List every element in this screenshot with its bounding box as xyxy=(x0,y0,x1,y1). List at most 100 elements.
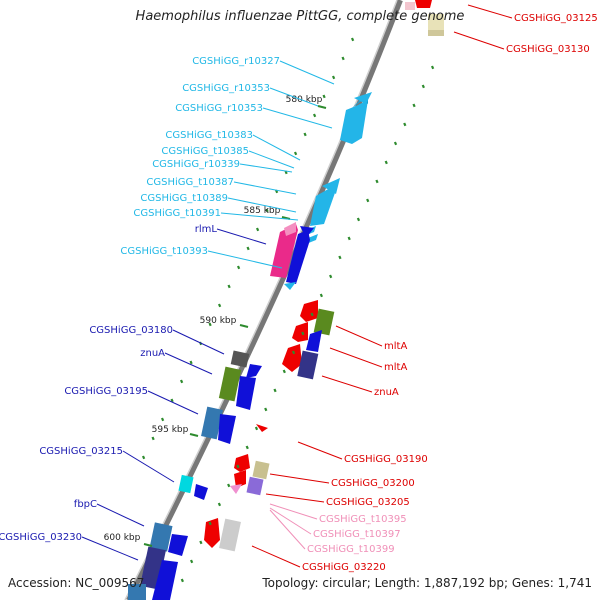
feature-mlta-green[interactable] xyxy=(313,308,335,336)
tick-mark xyxy=(208,521,212,526)
feature-label[interactable]: CGSHiGG_t10385 xyxy=(161,146,249,157)
tick-mark xyxy=(412,103,416,108)
feature-cgshigg-03180[interactable] xyxy=(230,350,262,378)
tick-mark xyxy=(375,179,379,184)
feature-label[interactable]: CGSHiGG_t10391 xyxy=(133,208,221,219)
label-leader-line xyxy=(321,375,373,393)
feature-rlml[interactable] xyxy=(286,226,314,284)
feature-label[interactable]: CGSHiGG_03220 xyxy=(302,562,386,573)
feature-label[interactable]: CGSHiGG_03125 xyxy=(514,13,598,24)
tick-mark xyxy=(217,502,222,507)
tick-mark xyxy=(293,151,298,156)
feature-label[interactable]: fbpC xyxy=(74,499,97,510)
feature-label[interactable]: CGSHiGG_03190 xyxy=(344,454,428,465)
feature-cgshigg-03195[interactable] xyxy=(201,406,236,444)
feature-label[interactable]: mltA xyxy=(384,362,407,373)
feature-cgshigg-03230[interactable] xyxy=(128,546,178,600)
label-leader-line xyxy=(207,250,283,269)
kbp-markers: 580 kbp 585 kbp 590 kbp 595 kbp 600 kbp xyxy=(104,95,327,547)
feature-mlta-1[interactable] xyxy=(300,300,318,322)
feature-znua-reverse[interactable] xyxy=(282,344,319,380)
tick-mark xyxy=(341,56,345,61)
kbp-tick xyxy=(189,433,199,437)
label-leader-line xyxy=(269,473,330,484)
tick-mark xyxy=(403,122,407,127)
tick-mark xyxy=(273,388,277,393)
tick-mark xyxy=(227,284,231,289)
tick-mark xyxy=(180,578,184,583)
feature-label[interactable]: CGSHiGG_03205 xyxy=(326,497,410,508)
feature-label[interactable]: znuA xyxy=(374,387,399,398)
label-leader-line xyxy=(265,493,325,503)
feature-label[interactable]: mltA xyxy=(384,341,407,352)
tick-mark xyxy=(350,37,355,42)
label-leader-line xyxy=(329,347,383,368)
tick-mark xyxy=(347,236,351,241)
feature-label[interactable]: CGSHiGG_t10393 xyxy=(120,246,208,257)
tick-mark xyxy=(254,426,259,431)
label-leader-line xyxy=(239,163,293,173)
feature-label[interactable]: CGSHiGG_03230 xyxy=(0,532,82,543)
feature-fbpc[interactable] xyxy=(149,522,188,556)
accession-text: Accession: NC_009567 xyxy=(8,576,145,590)
tick-mark xyxy=(236,464,240,469)
tick-mark xyxy=(310,312,314,317)
feature-cgshigg-03220[interactable] xyxy=(204,518,241,552)
topology-text: Topology: circular; Length: 1,887,192 bp… xyxy=(262,576,592,590)
tick-mark xyxy=(264,407,268,412)
feature-cgshigg-r10339[interactable] xyxy=(310,178,340,226)
label-lines xyxy=(81,4,513,568)
label-leader-line xyxy=(227,197,297,213)
feature-cgshigg-03190[interactable] xyxy=(234,454,250,472)
feature-label[interactable]: CGSHiGG_t10399 xyxy=(307,544,395,555)
label-leader-line xyxy=(172,329,225,355)
tick-mark xyxy=(312,113,317,118)
feature-label[interactable]: CGSHiGG_t10387 xyxy=(146,177,234,188)
feature-label[interactable]: CGSHiGG_03180 xyxy=(89,325,173,336)
feature-label[interactable]: CGSHiGG_03215 xyxy=(39,446,123,457)
feature-pink-gene[interactable] xyxy=(270,222,298,278)
feature-t10393[interactable] xyxy=(284,282,296,290)
feature-label[interactable]: CGSHiGG_r10353 xyxy=(175,103,263,114)
feature-label[interactable]: CGSHiGG_t10389 xyxy=(140,193,228,204)
genome-title: Haemophilus influenzae PittGG, complete … xyxy=(135,9,465,24)
feature-cgshigg-r10353[interactable] xyxy=(340,92,372,144)
tick-mark xyxy=(291,350,296,355)
feature-label[interactable]: rlmL xyxy=(195,224,218,235)
feature-label[interactable]: CGSHiGG_r10339 xyxy=(152,159,240,170)
feature-label[interactable]: CGSHiGG_t10395 xyxy=(319,514,407,525)
feature-label[interactable]: CGSHiGG_r10353 xyxy=(182,83,270,94)
feature-label[interactable]: znuA xyxy=(140,348,165,359)
feature-label[interactable]: CGSHiGG_03130 xyxy=(506,44,590,55)
tick-mark xyxy=(199,540,203,545)
feature-cgshigg-03200[interactable] xyxy=(252,460,270,480)
feature-znua[interactable] xyxy=(218,366,256,410)
tick-mark xyxy=(255,227,260,232)
feature-label[interactable]: CGSHiGG_t10383 xyxy=(165,130,253,141)
label-leader-line xyxy=(269,509,306,550)
feature-cgshigg-03130[interactable] xyxy=(428,14,444,36)
label-leader-line xyxy=(248,150,295,169)
tick-mark xyxy=(384,160,388,165)
feature-label[interactable]: CGSHiGG_t10397 xyxy=(313,529,401,540)
tick-mark xyxy=(208,322,212,327)
tick-mark xyxy=(331,75,336,80)
label-leader-line xyxy=(147,390,199,415)
feature-label[interactable]: CGSHiGG_03200 xyxy=(331,478,415,489)
kbp-marker-label: 600 kbp xyxy=(104,533,141,543)
feature-label[interactable]: CGSHiGG_03195 xyxy=(64,386,148,397)
feature-cgshigg-03125[interactable] xyxy=(405,0,432,10)
kbp-tick xyxy=(317,105,327,109)
tick-mark xyxy=(246,246,250,251)
feature-small-red[interactable] xyxy=(256,424,268,432)
label-leader-line xyxy=(233,181,297,195)
feature-label[interactable]: CGSHiGG_r10327 xyxy=(192,56,280,67)
feature-mlta-2[interactable] xyxy=(292,322,322,352)
tick-mark xyxy=(282,369,286,374)
label-leader-line xyxy=(269,507,312,535)
label-leader-line xyxy=(252,134,301,161)
feature-cgshigg-03205[interactable] xyxy=(234,470,264,496)
feature-trna-pink[interactable] xyxy=(230,484,242,494)
feature-cgshigg-03215[interactable] xyxy=(178,474,208,500)
tick-mark xyxy=(151,436,155,441)
